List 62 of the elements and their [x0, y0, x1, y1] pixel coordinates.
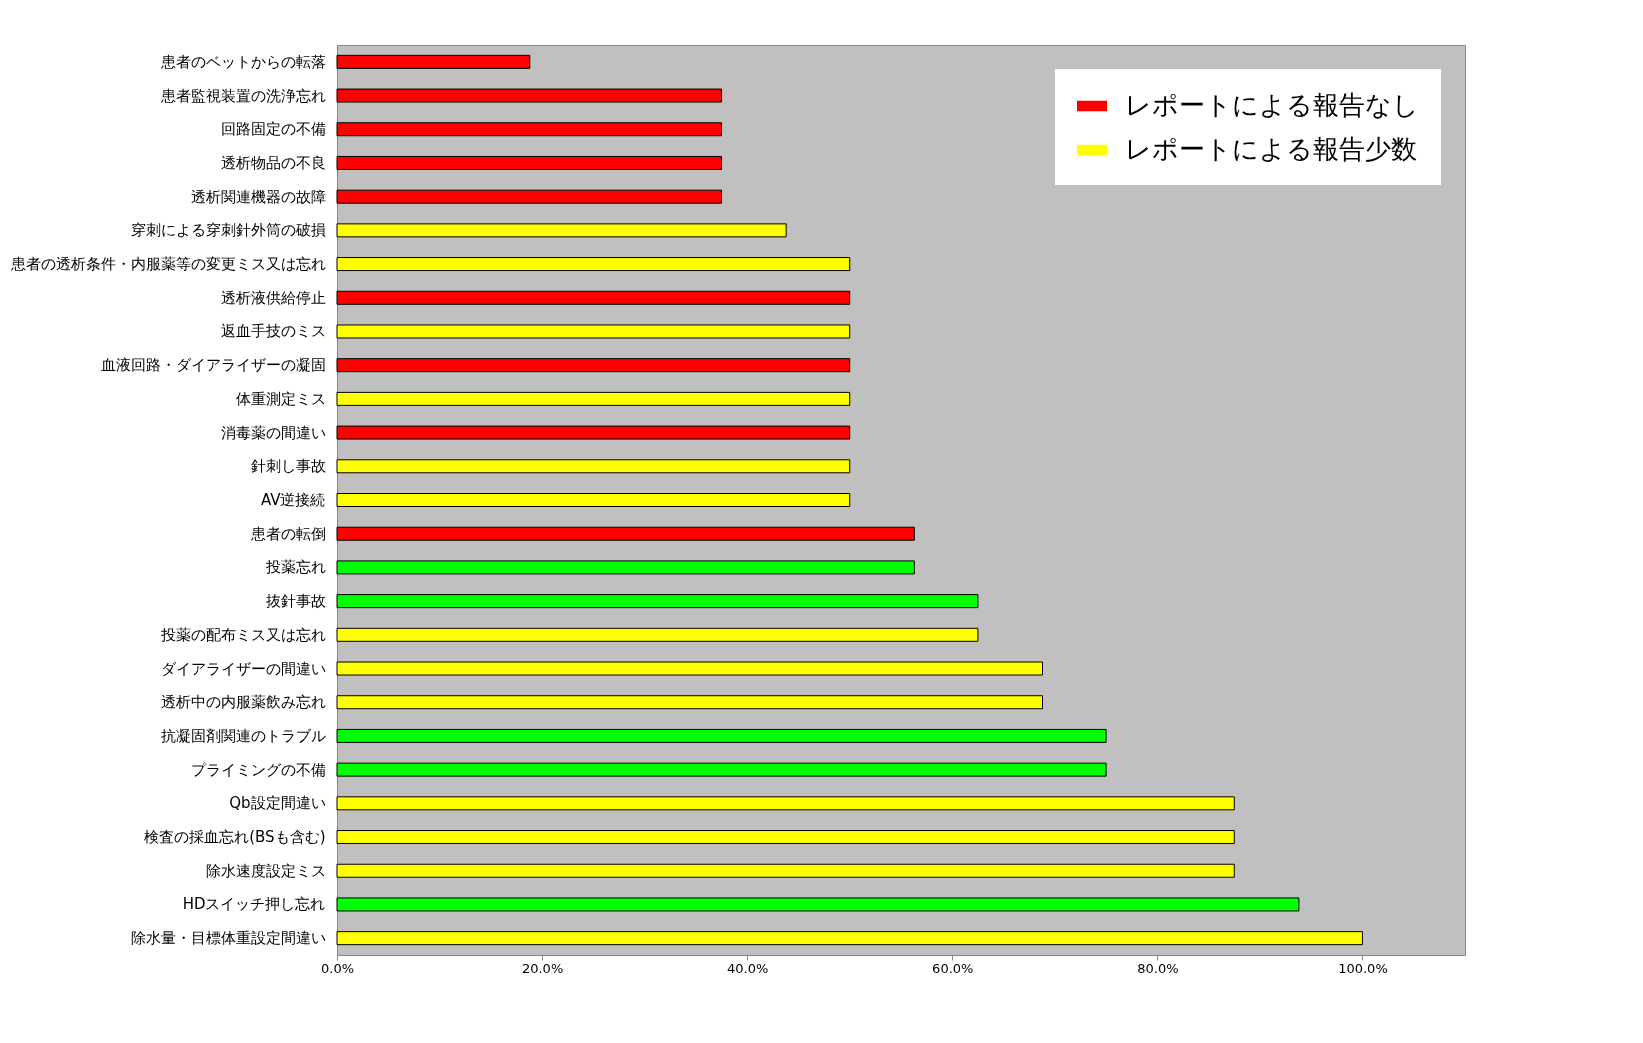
bar [336, 155, 723, 170]
bar [336, 560, 915, 575]
bar [336, 594, 979, 609]
y-tick-label: 回路固定の不備 [220, 120, 326, 139]
bar [336, 863, 1235, 878]
y-tick-label: 透析中の内服薬飲み忘れ [160, 693, 326, 712]
bar [336, 493, 851, 507]
y-tick-label: 透析関連機器の故障 [190, 187, 326, 206]
y-tick-label: 透析物品の不良 [220, 153, 326, 172]
y-tick-label: 除水速度設定ミス [205, 861, 326, 880]
y-tick-label: 針刺し事故 [250, 457, 326, 476]
y-tick-label: 血液回路・ダイアライザーの凝固 [100, 356, 326, 375]
y-tick-label: 体重測定ミス [235, 389, 326, 408]
x-tick-label: 80.0% [1137, 960, 1179, 976]
y-tick-label: 患者のベットからの転落 [159, 52, 326, 71]
y-tick-label: 患者の透析条件・内服薬等の変更ミス又は忘れ [9, 255, 326, 274]
x-tick-label: 60.0% [932, 960, 974, 976]
bar [336, 189, 723, 204]
bar [336, 526, 915, 541]
y-tick-label: 投薬忘れ [264, 558, 326, 577]
y-tick-label: 投薬の配布ミス又は忘れ [159, 625, 326, 644]
y-tick-label: 患者の転倒 [249, 524, 326, 543]
bar [336, 661, 1044, 676]
bar [336, 459, 851, 474]
bar [336, 223, 787, 238]
y-tick-label: 検査の採血忘れ(BSも含む) [144, 828, 326, 847]
y-tick-label: Qb設定間違い [229, 794, 326, 813]
y-tick-label: HDスイッチ押し忘れ [182, 895, 326, 914]
bar [336, 54, 531, 69]
y-tick-label: 抜針事故 [265, 592, 326, 611]
x-tick-label: 40.0% [727, 960, 769, 976]
bar [336, 627, 979, 642]
x-tick-label: 20.0% [521, 960, 564, 976]
y-tick-label: 除水量・目標体重設定間違い [130, 929, 326, 948]
bar [336, 728, 1107, 743]
x-tick-label: 100.0% [1338, 960, 1388, 976]
bar [336, 695, 1044, 710]
y-tick-label: 患者監視装置の洗浄忘れ [159, 86, 326, 105]
y-tick-label: 抗凝固剤関連のトラブル [160, 726, 326, 745]
legend-label: レポートによる報告少数 [1125, 134, 1417, 164]
y-tick-label: 透析液供給停止 [220, 288, 326, 307]
bar [336, 897, 1300, 912]
bar [336, 796, 1235, 811]
y-tick-label: 返血手技のミス [220, 322, 326, 341]
bar [336, 830, 1235, 845]
bar [336, 257, 851, 272]
bar [336, 122, 723, 137]
bar [336, 88, 723, 103]
bar [336, 931, 1363, 946]
x-tick-label: 0.0% [320, 960, 355, 976]
bar [336, 358, 851, 373]
bar [336, 391, 851, 406]
y-tick-label: 穿刺による穿刺針外筒の破損 [130, 221, 326, 240]
bar [336, 290, 851, 305]
legend-label: レポートによる報告なし [1125, 90, 1419, 120]
bar [336, 425, 851, 440]
y-tick-label: 消毒薬の間違い [220, 423, 326, 442]
y-tick-label: ダイアライザーの間違い [160, 659, 326, 678]
y-tick-label: プライミングの不備 [190, 760, 326, 779]
y-tick-label: AV逆接続 [260, 491, 326, 509]
bar [336, 762, 1107, 777]
bar [336, 324, 851, 339]
